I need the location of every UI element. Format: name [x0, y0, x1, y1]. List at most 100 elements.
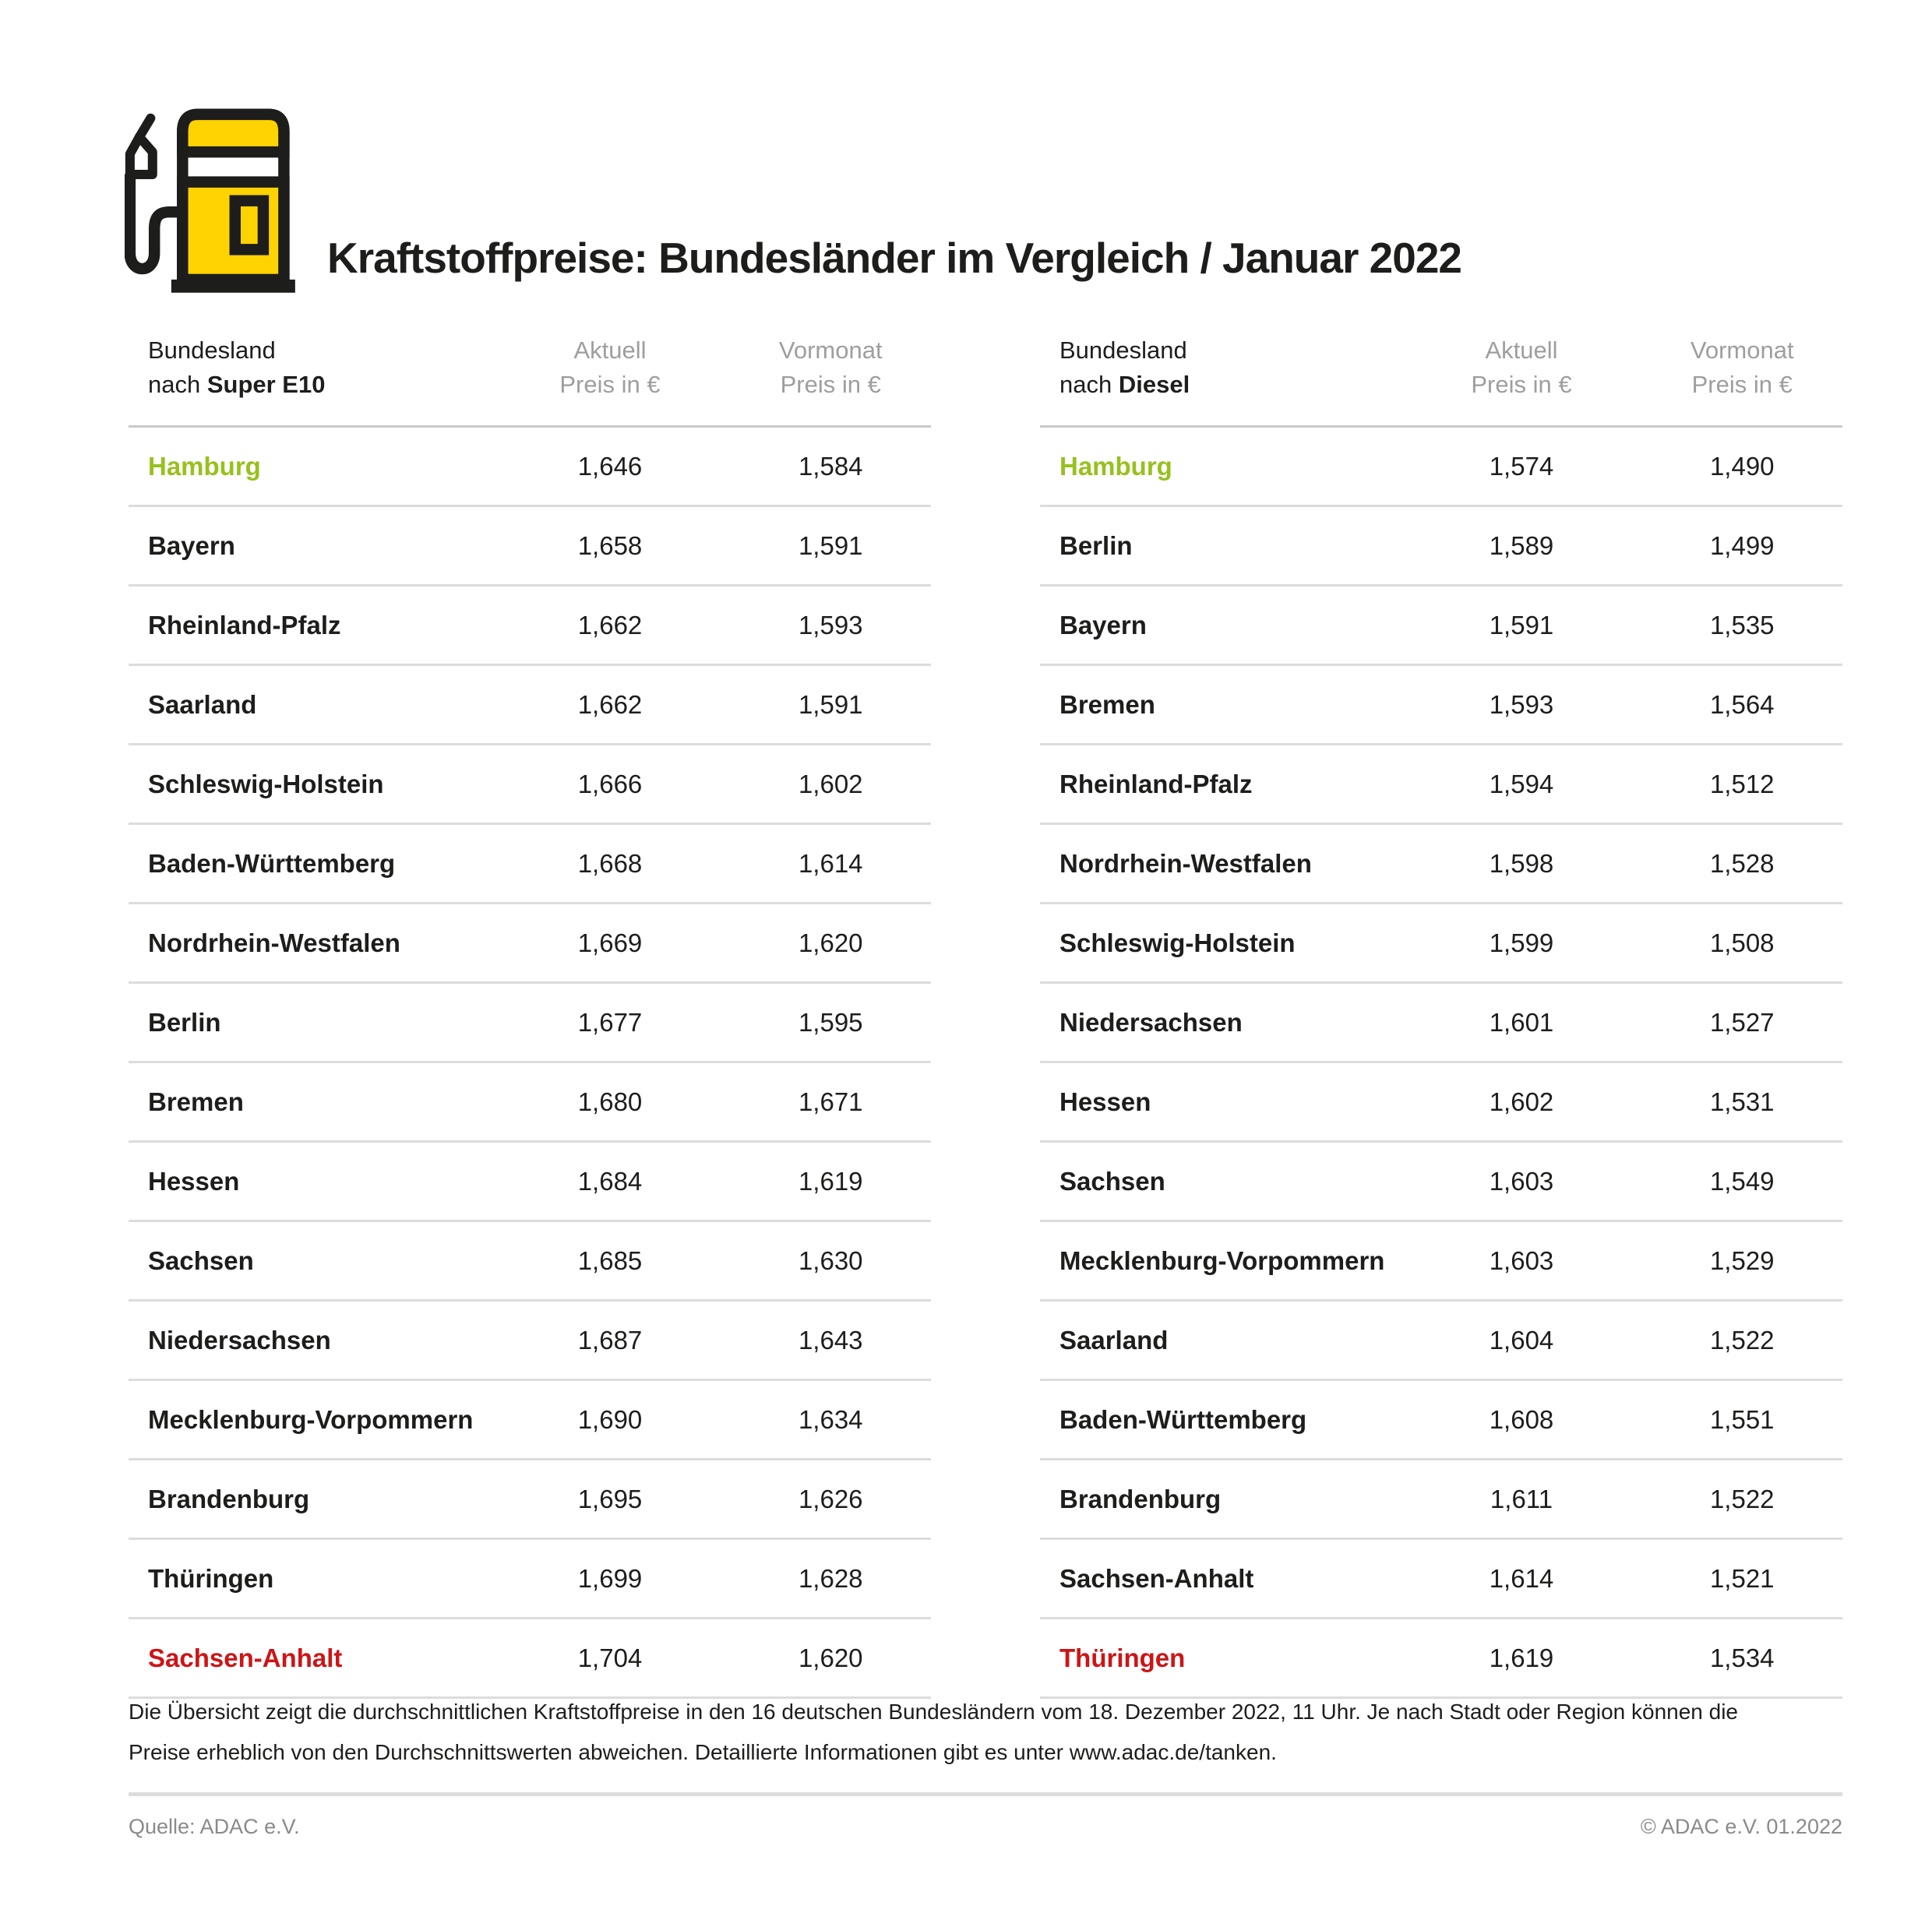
table-row: Thüringen 1,619 1,534	[1040, 1619, 1842, 1699]
table-row: Schleswig-Holstein 1,666 1,602	[129, 745, 931, 825]
current-price: 1,614	[1489, 1563, 1554, 1593]
state-name: Schleswig-Holstein	[148, 769, 384, 798]
state-name: Niedersachsen	[148, 1325, 331, 1355]
header-line1: Bundesland	[1059, 336, 1187, 364]
current-price: 1,599	[1489, 928, 1554, 957]
table-row: Hamburg 1,574 1,490	[1040, 428, 1842, 507]
state-name: Berlin	[148, 1007, 221, 1037]
current-price: 1,574	[1489, 451, 1554, 481]
previous-price: 1,508	[1709, 928, 1775, 957]
state-name: Rheinland-Pfalz	[1059, 769, 1253, 798]
current-price: 1,619	[1489, 1643, 1554, 1672]
page-title: Kraftstoffpreise: Bundesländer im Vergle…	[327, 233, 1462, 282]
table-row: Baden-Württemberg 1,608 1,551	[1040, 1381, 1842, 1460]
state-name: Bremen	[148, 1087, 244, 1116]
current-price: 1,662	[577, 689, 643, 719]
current-price: 1,601	[1489, 1007, 1554, 1037]
previous-price: 1,531	[1709, 1087, 1775, 1116]
vormonat-label: Vormonat	[778, 336, 883, 364]
previous-price: 1,528	[1709, 848, 1775, 878]
aktuell-unit: Preis in €	[1471, 371, 1572, 398]
previous-price: 1,614	[798, 848, 863, 878]
previous-price: 1,522	[1709, 1484, 1775, 1513]
state-name: Rheinland-Pfalz	[148, 610, 341, 639]
current-price: 1,598	[1489, 848, 1554, 878]
table-row: Nordrhein-Westfalen 1,598 1,528	[1040, 825, 1842, 904]
vormonat-label: Vormonat	[1690, 336, 1794, 364]
table-row: Nordrhein-Westfalen 1,669 1,620	[129, 904, 931, 984]
state-name: Baden-Württemberg	[148, 848, 396, 878]
previous-price: 1,595	[798, 1007, 863, 1037]
table-diesel: Bundesland nach Diesel Aktuell Preis in …	[1040, 333, 1842, 1699]
current-price: 1,658	[577, 530, 643, 560]
current-price: 1,690	[577, 1404, 643, 1434]
current-price: 1,684	[577, 1166, 643, 1196]
current-price: 1,603	[1489, 1245, 1554, 1275]
previous-price: 1,602	[798, 769, 863, 798]
previous-price: 1,619	[798, 1166, 863, 1196]
current-price: 1,668	[577, 848, 643, 878]
current-price: 1,687	[577, 1325, 643, 1355]
previous-price: 1,551	[1709, 1404, 1775, 1434]
state-name: Berlin	[1059, 530, 1133, 560]
table-row: Niedersachsen 1,687 1,643	[129, 1302, 931, 1381]
table-row: Rheinland-Pfalz 1,662 1,593	[129, 587, 931, 666]
aktuell-unit: Preis in €	[559, 371, 661, 398]
tables-container: Bundesland nach Super E10 Aktuell Preis …	[129, 333, 1842, 1699]
current-price: 1,611	[1490, 1484, 1553, 1513]
state-name: Sachsen-Anhalt	[1059, 1563, 1254, 1593]
current-price: 1,602	[1489, 1087, 1554, 1116]
previous-price: 1,499	[1709, 530, 1775, 560]
previous-price: 1,591	[798, 689, 863, 719]
previous-price: 1,564	[1709, 689, 1775, 719]
state-name: Brandenburg	[1059, 1484, 1222, 1513]
header-line1: Bundesland	[148, 336, 276, 364]
state-name: Hamburg	[148, 451, 261, 481]
table-row: Bremen 1,593 1,564	[1040, 666, 1842, 745]
current-price: 1,695	[577, 1484, 643, 1513]
state-name: Bremen	[1059, 689, 1155, 719]
current-price: 1,608	[1489, 1404, 1554, 1434]
table-row: Brandenburg 1,611 1,522	[1040, 1460, 1842, 1540]
footnote-line2: Preise erheblich von den Durchschnittswe…	[129, 1740, 1277, 1764]
previous-price: 1,490	[1709, 451, 1775, 481]
table-header: Bundesland nach Super E10 Aktuell Preis …	[129, 333, 931, 428]
previous-price: 1,671	[798, 1087, 863, 1116]
state-name: Saarland	[1059, 1325, 1169, 1355]
current-price: 1,603	[1489, 1166, 1554, 1196]
current-price: 1,593	[1489, 689, 1554, 719]
copyright-label: © ADAC e.V. 01.2022	[1640, 1815, 1842, 1838]
current-price: 1,662	[577, 610, 643, 639]
table-row: Hessen 1,684 1,619	[129, 1143, 931, 1222]
table-row: Mecklenburg-Vorpommern 1,690 1,634	[129, 1381, 931, 1460]
previous-price: 1,593	[798, 610, 863, 639]
current-price: 1,591	[1489, 610, 1554, 639]
table-row: Sachsen 1,603 1,549	[1040, 1143, 1842, 1222]
previous-price: 1,628	[798, 1563, 863, 1593]
table-body: Hamburg 1,646 1,584 Bayern 1,658 1,591 Rheinla…	[129, 428, 931, 1699]
column-header-aktuell: Aktuell Preis in €	[490, 333, 731, 402]
table-row: Saarland 1,604 1,522	[1040, 1302, 1842, 1381]
current-price: 1,646	[577, 451, 643, 481]
previous-price: 1,591	[798, 530, 863, 560]
table-row: Bremen 1,680 1,671	[129, 1063, 931, 1143]
previous-price: 1,527	[1709, 1007, 1775, 1037]
previous-price: 1,512	[1709, 769, 1775, 798]
previous-price: 1,634	[798, 1404, 863, 1434]
table-row: Sachsen-Anhalt 1,704 1,620	[129, 1619, 931, 1699]
aktuell-label: Aktuell	[1485, 336, 1558, 364]
footnote: Die Übersicht zeigt die durchschnittlich…	[129, 1692, 1842, 1773]
table-row: Bayern 1,658 1,591	[129, 507, 931, 587]
table-row: Rheinland-Pfalz 1,594 1,512	[1040, 745, 1842, 825]
table-row: Hamburg 1,646 1,584	[129, 428, 931, 507]
table-header: Bundesland nach Diesel Aktuell Preis in …	[1040, 333, 1842, 428]
current-price: 1,677	[577, 1007, 643, 1037]
state-name: Sachsen-Anhalt	[148, 1643, 343, 1672]
previous-price: 1,549	[1709, 1166, 1775, 1196]
state-name: Hessen	[1059, 1087, 1151, 1116]
table-row: Berlin 1,589 1,499	[1040, 507, 1842, 587]
previous-price: 1,626	[798, 1484, 863, 1513]
table-row: Thüringen 1,699 1,628	[129, 1540, 931, 1619]
column-header-vormonat: Vormonat Preis in €	[1642, 333, 1843, 402]
